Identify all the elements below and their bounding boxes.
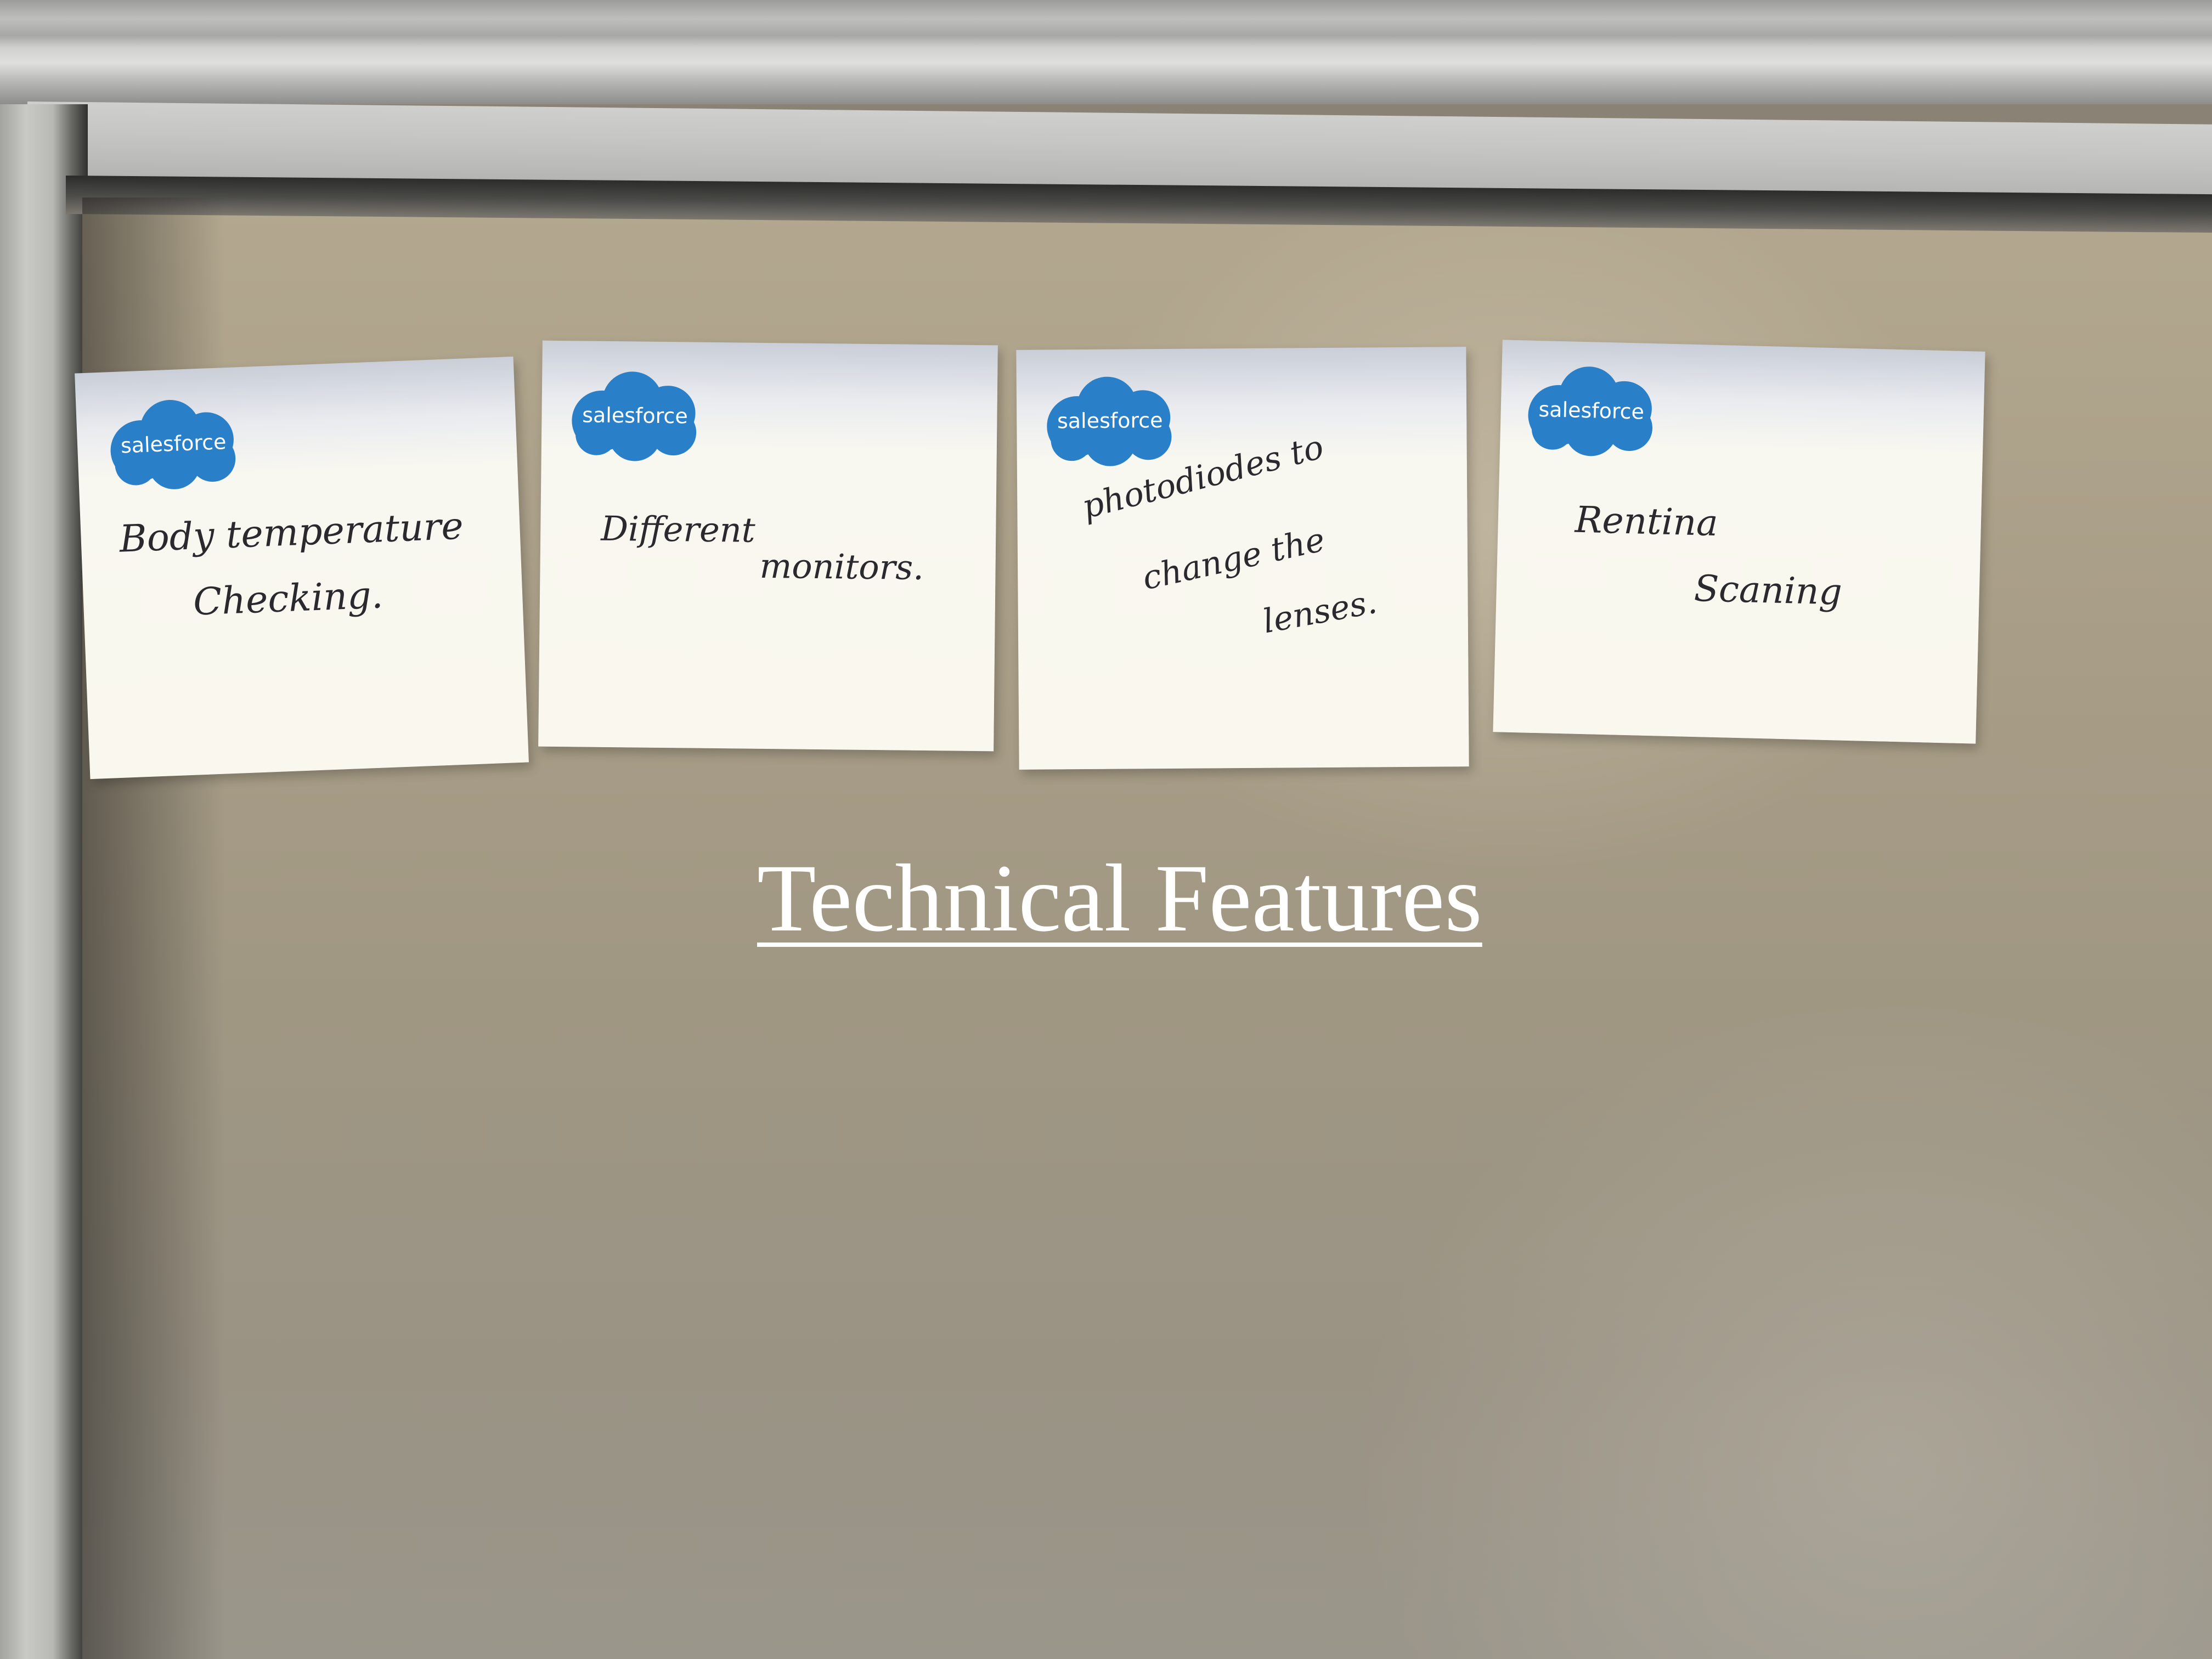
sticky-note-4: salesforce Rentina Scaning [1493, 340, 1985, 744]
salesforce-logo: salesforce [563, 368, 707, 463]
salesforce-logo: salesforce [1519, 362, 1664, 459]
salesforce-wordmark: salesforce [1538, 397, 1645, 424]
sticky-note-2: salesforce Different monitors. [538, 340, 998, 752]
salesforce-wordmark: salesforce [1057, 408, 1163, 433]
board-frame-left [0, 104, 88, 1659]
note-2-line-2: monitors. [759, 545, 924, 588]
note-1-line-2: Checking. [192, 573, 384, 624]
note-3-line-3: lenses. [1260, 582, 1380, 641]
caption-title: Technical Features [757, 845, 1482, 952]
note-4-line-1: Rentina [1574, 498, 1719, 545]
salesforce-logo: salesforce [100, 394, 246, 493]
note-2-line-1: Different [600, 508, 756, 550]
note-4-line-2: Scaning [1693, 567, 1843, 613]
sticky-note-1: salesforce Body temperature Checking. [75, 356, 529, 780]
cloud-icon [1047, 376, 1172, 466]
cloud-icon [110, 400, 236, 489]
salesforce-wordmark: salesforce [120, 430, 227, 458]
note-3-line-2: change the [1139, 520, 1329, 598]
board-frame-top [0, 0, 2212, 104]
cloud-icon [1528, 366, 1653, 456]
cloud-icon [572, 371, 697, 461]
salesforce-wordmark: salesforce [582, 403, 688, 428]
salesforce-logo: salesforce [1039, 374, 1182, 468]
sticky-note-3: salesforce photodiodes to change the len… [1016, 347, 1469, 770]
note-1-line-1: Body temperature [119, 504, 465, 561]
